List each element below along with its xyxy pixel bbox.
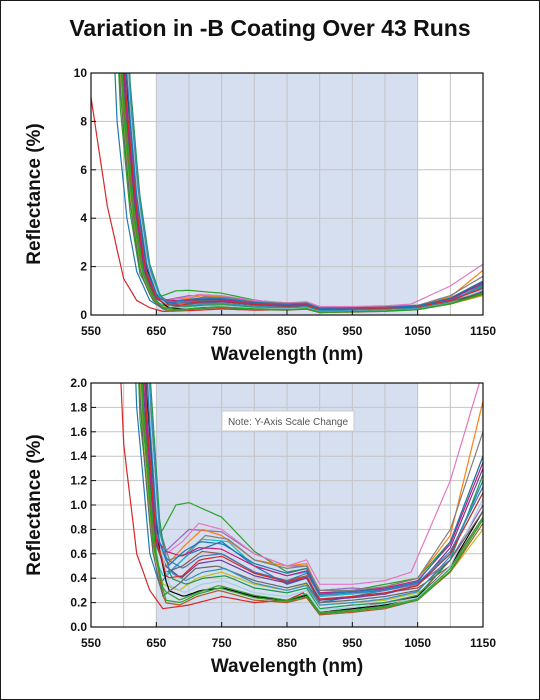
series-line xyxy=(149,383,483,606)
y-tick-label: 1.6 xyxy=(70,425,87,439)
chart-title: Variation in -B Coating Over 43 Runs xyxy=(69,15,471,41)
y-tick-label: 0.6 xyxy=(70,547,87,561)
series-line xyxy=(128,73,483,312)
y-tick-label: 2.0 xyxy=(70,376,87,390)
series-line xyxy=(140,383,483,614)
y-tick-label: 0 xyxy=(80,308,87,322)
y-tick-label: 0.0 xyxy=(70,620,87,634)
series-line xyxy=(121,73,483,313)
scale-note-text: Note: Y-Axis Scale Change xyxy=(228,417,349,428)
x-tick-label: 1050 xyxy=(404,636,431,650)
series-line xyxy=(141,383,483,615)
y-tick-label: 1.4 xyxy=(70,449,87,463)
x-tick-label: 550 xyxy=(81,636,101,650)
series-line xyxy=(139,383,483,604)
scale-note-box xyxy=(221,410,355,432)
series-line xyxy=(124,73,483,310)
x-axis-label: Wavelength (nm) xyxy=(211,344,363,365)
y-tick-label: 2 xyxy=(80,260,87,274)
series-line xyxy=(150,383,483,610)
x-tick-label: 750 xyxy=(212,636,232,650)
y-tick-label: 1.0 xyxy=(70,498,87,512)
y-tick-label: 0.8 xyxy=(70,522,87,536)
series-line xyxy=(126,73,483,310)
x-tick-label: 1150 xyxy=(470,636,496,650)
y-tick-label: 0.4 xyxy=(70,571,87,585)
y-tick-label: 0.2 xyxy=(70,596,87,610)
x-tick-label: 950 xyxy=(342,636,362,650)
panel-bottom: 0.0 0.2 0.4 0.6 0.8 1.0 1.2 1.4 1.6 1.8 2.0 550 650 7… xyxy=(24,376,496,677)
y-tick-label: 10 xyxy=(74,66,88,80)
series-group xyxy=(120,383,483,616)
series-line xyxy=(144,383,483,600)
y-axis-label: Reflectance (%) xyxy=(24,123,45,265)
x-tick-label: 650 xyxy=(146,636,166,650)
x-tick-label: 950 xyxy=(342,324,362,338)
x-tick-label: 1050 xyxy=(404,324,431,338)
x-tick-label: 550 xyxy=(81,324,101,338)
x-axis-label: Wavelength (nm) xyxy=(211,656,363,677)
series-group xyxy=(91,73,483,314)
y-tick-label: 6 xyxy=(80,163,87,177)
series-line xyxy=(145,383,483,596)
panel-top: 0 2 4 6 8 10 550 650 750 850 950 1050 1150 Wavelength… xyxy=(24,66,496,365)
x-tick-label: 850 xyxy=(277,324,297,338)
y-tick-label: 8 xyxy=(80,114,87,128)
x-tick-label: 750 xyxy=(212,324,232,338)
x-tick-label: 850 xyxy=(277,636,297,650)
y-axis-label: Reflectance (%) xyxy=(24,434,45,576)
y-tick-label: 1.8 xyxy=(70,400,87,414)
series-line xyxy=(146,383,483,595)
x-tick-label: 650 xyxy=(146,324,166,338)
series-line xyxy=(147,383,483,611)
y-tick-label: 1.2 xyxy=(70,474,87,488)
x-tick-label: 1150 xyxy=(470,324,496,338)
y-tick-label: 4 xyxy=(80,211,87,225)
